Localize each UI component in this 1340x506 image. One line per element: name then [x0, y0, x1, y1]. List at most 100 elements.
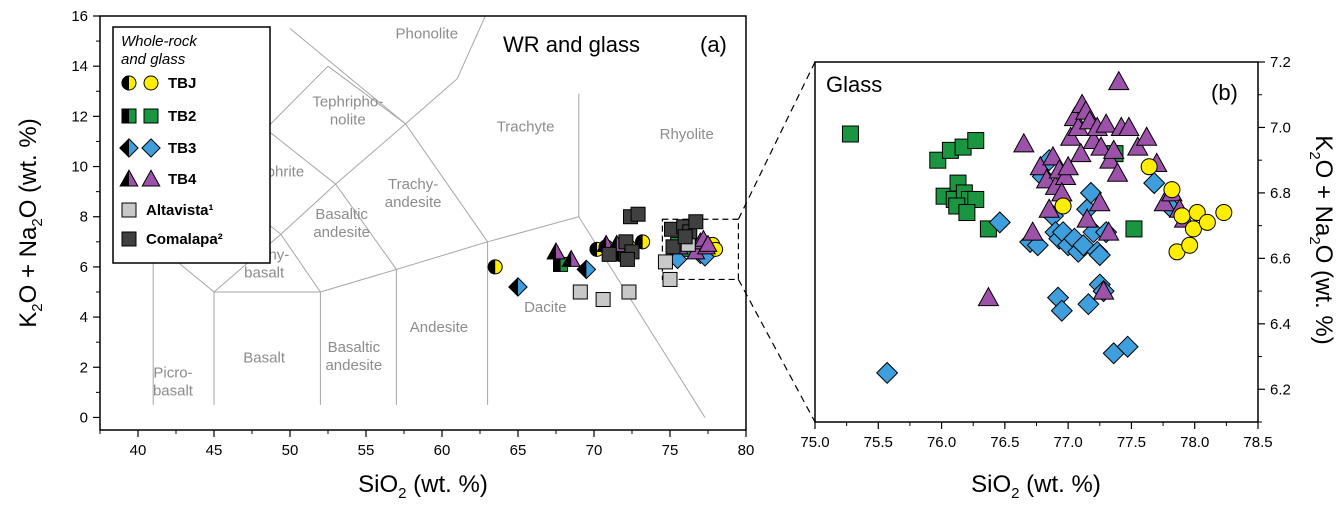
point-tb4-dark-half [561, 249, 572, 267]
point-altavista [662, 271, 678, 287]
tas-field-label: Trachyte [497, 118, 555, 135]
panel-a-title: WR and glass [503, 32, 640, 57]
point-tb4 [1107, 70, 1130, 91]
point-tb4 [977, 286, 1000, 307]
x-tick-label: 76.0 [927, 434, 956, 451]
panel-b-x-axis-title: SiO2 (wt. %) [971, 471, 1101, 502]
x-tick-label: 70 [586, 442, 603, 459]
panel-a-x-ticks: 40 45 50 55 60 65 70 75 80 [99, 430, 755, 459]
legend-label: TBJ [168, 75, 196, 92]
point-tb4 [1021, 221, 1044, 241]
tas-field-label: phrite [267, 164, 305, 181]
legend-marker-tb4-split [119, 169, 139, 187]
legend-marker-tbj [143, 75, 159, 91]
tas-field-label: Dacite [524, 299, 567, 316]
point-tb4 [1102, 139, 1125, 159]
point-tb4 [1092, 280, 1115, 300]
point-tbj [1181, 236, 1199, 254]
y-tick-label: 7.2 [1270, 54, 1291, 71]
x-tick-label: 80 [738, 442, 755, 459]
x-tick-label: 40 [130, 442, 147, 459]
panel-a-frame [99, 15, 747, 431]
zoom-connector-bottom [737, 279, 816, 423]
tas-boundary-line [487, 93, 580, 243]
legend-marker-tbj-split-dark-half [121, 75, 129, 91]
y-tick-label: 10 [71, 159, 88, 176]
tas-boundary-line [320, 268, 397, 405]
legend-marker-comalapa [121, 231, 137, 247]
point-tb4 [1090, 136, 1112, 156]
point-comalapa [630, 206, 646, 222]
point-tb4 [1042, 145, 1064, 166]
tas-field-label: Picro-basalt [153, 364, 194, 399]
point-tb4 [561, 249, 581, 267]
legend-label: Comalapa² [146, 231, 223, 248]
point-tbj [1140, 158, 1158, 176]
point-comalapa [665, 239, 681, 255]
point-tb4 [1095, 113, 1117, 133]
point-tb2 [958, 204, 976, 222]
point-tb2 [967, 132, 985, 150]
legend-marker-tb4-split-dark-half [119, 169, 129, 187]
tas-field-label: Rhyolite [660, 126, 714, 143]
legend-marker-tbj-split [121, 75, 137, 91]
panel-a-label: (a) [700, 32, 727, 57]
point-tb3 [576, 259, 597, 280]
tas-boundary-line [265, 128, 397, 270]
point-tb4 [1059, 126, 1082, 146]
point-tb3 [1026, 234, 1049, 257]
y-tick-label: 16 [71, 8, 88, 25]
point-altavista [657, 254, 673, 270]
legend-title: Whole-rock and glass [121, 33, 198, 68]
point-tb4 [1135, 126, 1158, 146]
point-tb3 [1116, 335, 1139, 358]
x-tick-label: 45 [206, 442, 223, 459]
point-comalapa [677, 229, 693, 245]
panel-a-x-axis-title: SiO2 (wt. %) [358, 471, 488, 502]
point-comalapa [688, 214, 704, 230]
point-tbj [1163, 181, 1181, 199]
y-tick-label: 6.8 [1270, 185, 1291, 202]
y-tick-label: 6 [80, 259, 88, 276]
point-tb4 [1057, 155, 1079, 176]
legend: Whole-rock and glass TBJ TB2 TB3 TB4 Altavist… [112, 26, 271, 264]
legend-marker-tb2-split-dark-half [121, 108, 129, 124]
panel-a-points [487, 206, 724, 308]
x-tick-label: 75.5 [864, 434, 893, 451]
legend-label: TB2 [168, 108, 196, 125]
panel-b-x-ticks: 75.0 75.5 76.0 76.5 77.0 77.5 78.0 78.5 [800, 422, 1273, 451]
legend-box [112, 26, 271, 264]
tas-field-label: Basaltic andesite [313, 206, 370, 241]
point-tb4 [1126, 136, 1149, 156]
point-altavista [572, 284, 588, 300]
point-tb4 [1153, 191, 1176, 212]
tas-field-label: Trachy-andesite [385, 176, 442, 211]
point-tb4 [1029, 155, 1052, 176]
point-tb4 [698, 234, 718, 252]
point-tbj [487, 259, 503, 275]
point-tb2 [967, 190, 985, 208]
tas-field-label: Andesite [410, 319, 468, 336]
x-tick-label: 50 [282, 442, 299, 459]
point-tb4 [1038, 198, 1061, 218]
x-tick-label: 77.0 [1054, 434, 1083, 451]
point-tb3 [1050, 299, 1073, 322]
y-tick-label: 6.2 [1270, 381, 1291, 398]
tas-field-label: Basaltic andesite [325, 339, 382, 374]
x-tick-label: 78.5 [1243, 434, 1272, 451]
point-tbj [1215, 204, 1233, 222]
point-tbj [1184, 220, 1202, 238]
panel-b-label: (b) [1211, 80, 1238, 105]
x-tick-label: 75.0 [800, 434, 829, 451]
y-tick-label: 2 [80, 359, 88, 376]
point-tb3-dark-half [508, 277, 518, 297]
x-tick-label: 60 [434, 442, 451, 459]
point-comalapa [601, 246, 617, 262]
y-tick-label: 6.6 [1270, 250, 1291, 267]
panel-a-y-axis-title: K2O + Na2O (wt. %) [15, 118, 46, 327]
y-tick-label: 0 [80, 409, 88, 426]
point-tbj-dark-half [487, 259, 496, 275]
y-tick-label: 8 [80, 209, 88, 226]
legend-marker-tb2 [143, 108, 159, 124]
